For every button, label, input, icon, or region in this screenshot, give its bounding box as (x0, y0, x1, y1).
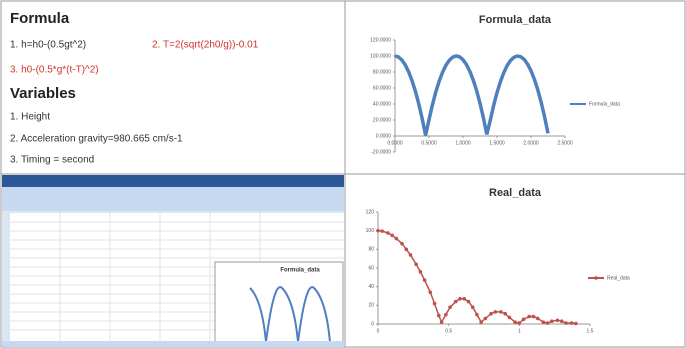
excel-screenshot: Formula_data (2, 175, 344, 347)
x-tick-label: 0.0000 (387, 140, 403, 146)
marker (428, 290, 432, 294)
marker (489, 312, 493, 316)
marker (522, 318, 526, 322)
y-tick-label: 0.0000 (376, 133, 392, 139)
marker (494, 310, 498, 314)
marker (458, 297, 462, 301)
page: Formula 1. h=h0-(0.5gt^2) 2. T=2(sqrt(2h… (0, 0, 686, 348)
marker (462, 297, 466, 301)
marker (574, 322, 578, 326)
marker (467, 300, 471, 304)
y-tick-label: 60 (368, 265, 374, 271)
y-tick-label: 120.0000 (370, 37, 391, 43)
legend-label: Formula_data (589, 101, 620, 107)
marker (414, 262, 418, 266)
heading: Formula (10, 10, 70, 27)
marker (479, 320, 483, 324)
x-tick-label: 1 (518, 328, 521, 334)
formula: 2. T=2(sqrt(2h0/g))-0.01 (152, 40, 259, 51)
y-tick-label: 20.0000 (373, 117, 391, 123)
marker (380, 229, 384, 233)
composite: Formula 1. h=h0-(0.5gt^2) 2. T=2(sqrt(2h… (0, 0, 686, 348)
y-tick-label: 60.0000 (373, 85, 391, 91)
marker (570, 321, 574, 325)
x-tick-label: 0.5 (445, 328, 452, 334)
marker (546, 321, 550, 325)
marker (499, 310, 503, 314)
marker (440, 320, 444, 324)
status-bar (2, 341, 344, 347)
x-tick-label: 0.5000 (421, 140, 437, 146)
x-tick-label: 2.0000 (523, 140, 539, 146)
y-tick-label: 120 (366, 209, 375, 215)
marker (536, 317, 540, 321)
chart-title: Formula_data (479, 14, 552, 26)
x-tick-label: 1.0000 (455, 140, 471, 146)
x-tick-label: 2.5000 (557, 140, 573, 146)
marker (508, 316, 512, 320)
x-tick-label: 1.5000 (489, 140, 505, 146)
y-tick-label: 40.0000 (373, 101, 391, 107)
mini-chart-title: Formula_data (280, 268, 320, 274)
marker (376, 229, 380, 233)
variable: 2. Acceleration gravity=980.665 cm/s-1 (10, 134, 183, 145)
marker (564, 321, 568, 325)
marker (409, 253, 413, 257)
variable: 1. Height (10, 112, 50, 123)
marker (475, 313, 479, 317)
marker (433, 302, 437, 306)
marker (471, 305, 475, 309)
heading: Variables (10, 85, 76, 102)
y-tick-label: -20.0000 (371, 149, 391, 155)
mini-chart (215, 262, 343, 344)
marker (423, 278, 427, 282)
marker (484, 317, 488, 321)
marker (454, 300, 458, 304)
marker (386, 231, 390, 235)
formula: 3. h0-(0.5*g*(t-T)^2) (10, 65, 99, 76)
marker (448, 305, 452, 309)
marker (518, 321, 522, 325)
marker (404, 248, 408, 252)
x-tick-label: 0 (377, 328, 380, 334)
marker (532, 315, 536, 319)
chart-title: Real_data (489, 187, 542, 199)
marker (527, 315, 531, 319)
y-tick-label: 80 (368, 247, 374, 253)
y-tick-label: 0 (371, 321, 374, 327)
legend-label: Real_data (607, 275, 630, 281)
marker (513, 320, 517, 324)
x-tick-label: 1.5 (587, 328, 594, 334)
marker (395, 237, 399, 241)
marker (503, 312, 507, 316)
marker (542, 320, 546, 324)
y-tick-label: 100 (366, 228, 375, 234)
marker (556, 318, 560, 322)
marker (400, 242, 404, 246)
marker (419, 270, 423, 274)
marker (390, 234, 394, 238)
marker (550, 319, 554, 323)
y-tick-label: 40 (368, 284, 374, 290)
marker (437, 314, 441, 318)
ribbon (2, 187, 344, 211)
marker (560, 319, 564, 323)
y-tick-label: 80.0000 (373, 69, 391, 75)
formula: 1. h=h0-(0.5gt^2) (10, 40, 86, 51)
variable: 3. Timing = second (10, 155, 94, 166)
y-tick-label: 100.0000 (370, 53, 391, 59)
marker (444, 313, 448, 317)
title-bar (2, 175, 344, 187)
y-tick-label: 20 (368, 303, 374, 309)
legend-marker (594, 276, 598, 280)
